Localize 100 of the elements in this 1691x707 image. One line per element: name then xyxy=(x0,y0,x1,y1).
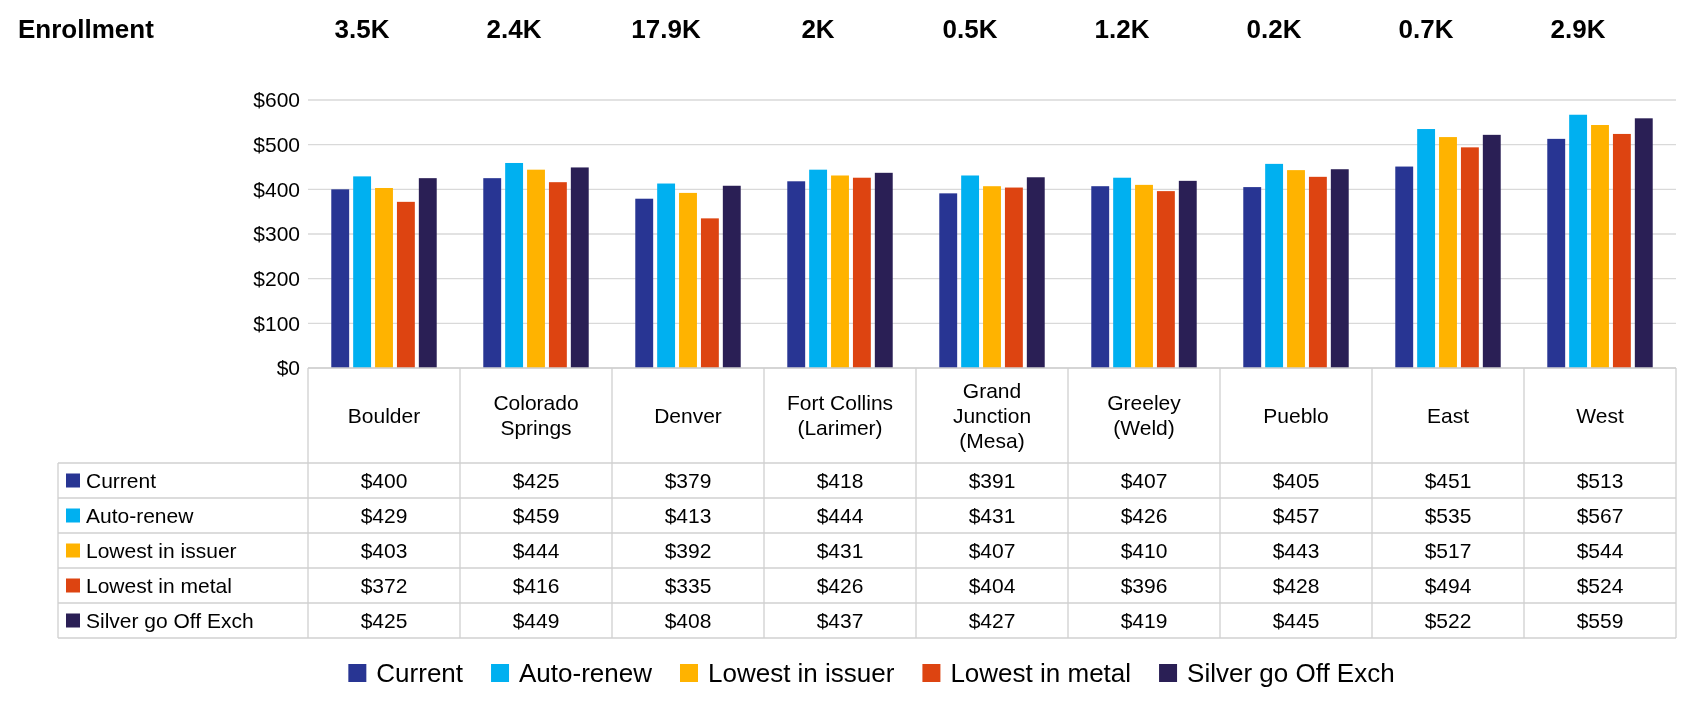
text: 2.9K xyxy=(1550,14,1606,44)
bar xyxy=(570,167,589,368)
data-label: $335 xyxy=(664,573,712,597)
bar xyxy=(852,177,871,368)
x-tick-label: East xyxy=(1426,403,1470,427)
y-tick-label: $600 xyxy=(253,88,300,112)
text: 2K xyxy=(801,14,835,44)
bar xyxy=(1135,184,1153,368)
data-label: $451 xyxy=(1424,468,1472,492)
bar xyxy=(1026,177,1045,368)
data-label: $431 xyxy=(816,538,864,562)
bar xyxy=(939,193,958,368)
y-tick-label: $400 xyxy=(253,177,300,201)
bar xyxy=(1460,147,1479,368)
text: Lowest in metal xyxy=(950,658,1132,689)
bar xyxy=(1634,118,1653,368)
bar xyxy=(1004,187,1023,368)
data-label: $444 xyxy=(816,503,864,527)
text: 2.4K xyxy=(486,14,542,44)
data-label: $410 xyxy=(1120,538,1168,562)
legend-label: Current xyxy=(86,468,157,492)
text: Lowest in issuer xyxy=(707,658,895,689)
y-tick-label: $0 xyxy=(276,356,300,380)
bar xyxy=(331,189,350,368)
text: 3.5K xyxy=(334,14,390,44)
data-label: $544 xyxy=(1576,538,1624,562)
text: Enrollment xyxy=(18,14,155,44)
data-label: $425 xyxy=(512,468,560,492)
bar xyxy=(1308,176,1327,368)
data-label: $443 xyxy=(1272,538,1320,562)
data-label: $405 xyxy=(1272,468,1320,492)
bar xyxy=(635,198,654,368)
data-label: $418 xyxy=(816,468,864,492)
data-label: $407 xyxy=(1120,468,1168,492)
data-label: $425 xyxy=(360,608,408,632)
bar xyxy=(961,175,980,368)
bar xyxy=(1569,114,1588,368)
y-tick-label: $100 xyxy=(253,311,300,335)
bar xyxy=(505,162,524,368)
x-tick-label: Pueblo xyxy=(1263,403,1329,427)
x-tick-label: Colorado Springs xyxy=(493,391,579,440)
data-label: $403 xyxy=(360,538,408,562)
bar xyxy=(1178,180,1197,368)
data-label: $445 xyxy=(1272,608,1320,632)
data-label: $449 xyxy=(512,608,560,632)
data-label: $391 xyxy=(968,468,1016,492)
y-tick-label: $200 xyxy=(253,267,300,291)
data-label: $459 xyxy=(512,503,560,527)
y-tick-label: $300 xyxy=(253,222,300,246)
bar xyxy=(396,201,415,368)
x-tick-label: Boulder xyxy=(347,403,421,427)
bar xyxy=(874,172,893,368)
data-label: $535 xyxy=(1424,503,1472,527)
data-label: $567 xyxy=(1576,503,1624,527)
bar xyxy=(831,175,849,368)
bar xyxy=(1330,169,1349,368)
data-label: $457 xyxy=(1272,503,1320,527)
data-label: $428 xyxy=(1272,573,1320,597)
text: Silver go Off Exch xyxy=(86,608,254,632)
legend-label: Silver go Off Exch xyxy=(1187,658,1395,689)
bar xyxy=(657,183,676,368)
bar xyxy=(1091,186,1110,368)
data-label: $494 xyxy=(1424,573,1472,597)
bar xyxy=(1612,133,1631,368)
text: Auto-renew xyxy=(519,658,652,689)
data-label: $416 xyxy=(512,573,560,597)
bar xyxy=(483,178,502,368)
text: 0.7K xyxy=(1398,14,1454,44)
text: 0.5K xyxy=(942,14,998,44)
data-label: $372 xyxy=(360,573,408,597)
legend-label: Auto-renew xyxy=(86,503,195,527)
text: Current xyxy=(376,658,464,689)
bar xyxy=(1395,166,1414,368)
bar xyxy=(353,176,372,368)
x-tick-label: Greeley (Weld) xyxy=(1107,391,1182,440)
data-label: $392 xyxy=(664,538,712,562)
text: 1.2K xyxy=(1094,14,1150,44)
bar xyxy=(1482,134,1501,368)
bar xyxy=(679,192,697,368)
x-tick-label: Grand Junction (Mesa) xyxy=(952,378,1032,452)
data-label: $413 xyxy=(664,503,712,527)
bar xyxy=(1417,129,1436,368)
data-label: $559 xyxy=(1576,608,1624,632)
data-label: $444 xyxy=(512,538,560,562)
bar xyxy=(1591,125,1609,368)
bar xyxy=(722,185,741,368)
data-label: $517 xyxy=(1424,538,1472,562)
text: 0.2K xyxy=(1246,14,1302,44)
bar xyxy=(548,182,567,368)
data-label: $407 xyxy=(968,538,1016,562)
data-label: $524 xyxy=(1576,573,1624,597)
text: 17.9K xyxy=(631,14,701,44)
data-label: $513 xyxy=(1576,468,1624,492)
data-label: $419 xyxy=(1120,608,1168,632)
data-label: $396 xyxy=(1120,573,1168,597)
data-label: $379 xyxy=(664,468,712,492)
bar xyxy=(1439,137,1457,368)
bar xyxy=(1265,163,1284,368)
data-label: $427 xyxy=(968,608,1016,632)
data-label: $522 xyxy=(1424,608,1472,632)
